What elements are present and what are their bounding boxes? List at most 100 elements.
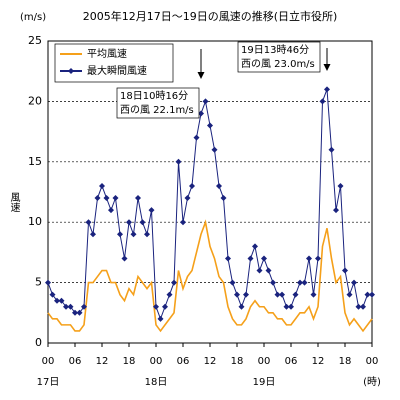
data-point bbox=[261, 255, 267, 262]
data-point bbox=[225, 255, 231, 262]
x-tick-label: 00 bbox=[258, 356, 271, 367]
data-point bbox=[67, 303, 74, 310]
plot-frame bbox=[47, 40, 373, 344]
data-point bbox=[153, 303, 159, 310]
x-tick-label: 06 bbox=[285, 356, 298, 367]
data-point bbox=[274, 291, 281, 298]
data-point bbox=[364, 291, 371, 298]
data-point bbox=[99, 182, 105, 189]
data-point bbox=[130, 231, 137, 238]
data-point bbox=[265, 267, 272, 274]
annotation-text: 19日13時46分 bbox=[241, 44, 309, 56]
data-point bbox=[72, 309, 78, 316]
annotation-text: 西の風 23.0m/s bbox=[241, 58, 315, 70]
data-point bbox=[315, 255, 321, 262]
data-point bbox=[180, 219, 186, 226]
data-point bbox=[175, 158, 182, 165]
data-point bbox=[310, 291, 317, 298]
data-point bbox=[351, 279, 357, 286]
x-tick-label: 00 bbox=[366, 356, 379, 367]
y-tick-label: 0 bbox=[35, 336, 42, 349]
data-point bbox=[45, 279, 51, 286]
annotation-text: 西の風 22.1m/s bbox=[120, 104, 194, 116]
x-tick-label: 00 bbox=[42, 356, 55, 367]
data-point bbox=[211, 146, 218, 153]
data-point bbox=[328, 146, 335, 153]
series-line bbox=[47, 219, 373, 333]
annotation-text: 18日10時16分 bbox=[120, 90, 188, 102]
annotation-box bbox=[237, 41, 321, 73]
data-point bbox=[90, 231, 96, 238]
data-point bbox=[324, 86, 330, 93]
data-point bbox=[112, 195, 119, 202]
data-point bbox=[369, 291, 375, 298]
data-point bbox=[189, 182, 195, 189]
x-unit: (時) bbox=[363, 376, 381, 388]
data-point bbox=[108, 207, 114, 214]
data-point bbox=[243, 291, 249, 298]
data-point bbox=[283, 303, 290, 310]
data-point bbox=[166, 291, 173, 298]
data-point bbox=[139, 219, 146, 226]
x-tick-label: 12 bbox=[96, 356, 109, 367]
data-point bbox=[342, 267, 348, 274]
data-point bbox=[162, 303, 168, 310]
y-tick-label: 15 bbox=[28, 155, 42, 168]
data-point bbox=[193, 134, 200, 141]
data-point bbox=[306, 255, 312, 262]
data-point bbox=[270, 279, 276, 286]
chart-title: 2005年12月17日～19日の風速の推移(日立市役所) bbox=[83, 9, 338, 23]
x-tick-label: 12 bbox=[312, 356, 325, 367]
data-point bbox=[54, 297, 60, 304]
x-tick-label: 18 bbox=[123, 356, 136, 367]
legend-label: 最大瞬間風速 bbox=[87, 64, 147, 77]
x-tick-label: 06 bbox=[69, 356, 82, 367]
data-point bbox=[252, 243, 258, 250]
data-point bbox=[297, 279, 303, 286]
legend-marker bbox=[68, 68, 74, 74]
data-point bbox=[256, 267, 263, 274]
data-point bbox=[229, 279, 236, 286]
data-point bbox=[126, 219, 132, 226]
data-point bbox=[81, 303, 87, 310]
y-tick-label: 25 bbox=[28, 34, 42, 47]
data-point bbox=[171, 279, 177, 286]
annotation-arrowhead bbox=[197, 72, 205, 79]
data-point bbox=[103, 195, 110, 202]
data-point bbox=[288, 303, 294, 310]
data-point bbox=[279, 291, 285, 298]
data-point bbox=[198, 110, 204, 117]
data-point bbox=[333, 207, 339, 214]
day-label: 17日 bbox=[37, 377, 60, 388]
legend-label: 平均風速 bbox=[87, 48, 127, 60]
y-unit: (m/s) bbox=[20, 12, 46, 23]
y-tick-label: 10 bbox=[28, 215, 42, 228]
data-point bbox=[157, 315, 164, 322]
data-point bbox=[117, 231, 123, 238]
legend-box bbox=[54, 43, 174, 83]
data-point bbox=[58, 297, 65, 304]
data-point bbox=[360, 303, 366, 310]
x-tick-label: 00 bbox=[150, 356, 163, 367]
day-label: 19日 bbox=[253, 377, 276, 388]
data-point bbox=[76, 309, 83, 316]
data-point bbox=[220, 195, 227, 202]
data-point bbox=[337, 182, 344, 189]
data-point bbox=[346, 291, 353, 298]
annotation-box bbox=[116, 87, 200, 119]
x-tick-label: 12 bbox=[204, 356, 217, 367]
data-point bbox=[144, 231, 150, 238]
x-tick-label: 06 bbox=[177, 356, 190, 367]
data-point bbox=[121, 255, 128, 262]
day-label: 18日 bbox=[145, 377, 168, 388]
data-point bbox=[49, 291, 56, 298]
data-point bbox=[301, 279, 308, 286]
data-point bbox=[207, 122, 213, 129]
y-tick-label: 20 bbox=[28, 94, 42, 107]
data-point bbox=[94, 195, 101, 202]
data-point bbox=[216, 182, 222, 189]
data-point bbox=[85, 219, 92, 226]
data-point bbox=[238, 303, 245, 310]
data-point bbox=[292, 291, 299, 298]
data-point bbox=[63, 303, 69, 310]
